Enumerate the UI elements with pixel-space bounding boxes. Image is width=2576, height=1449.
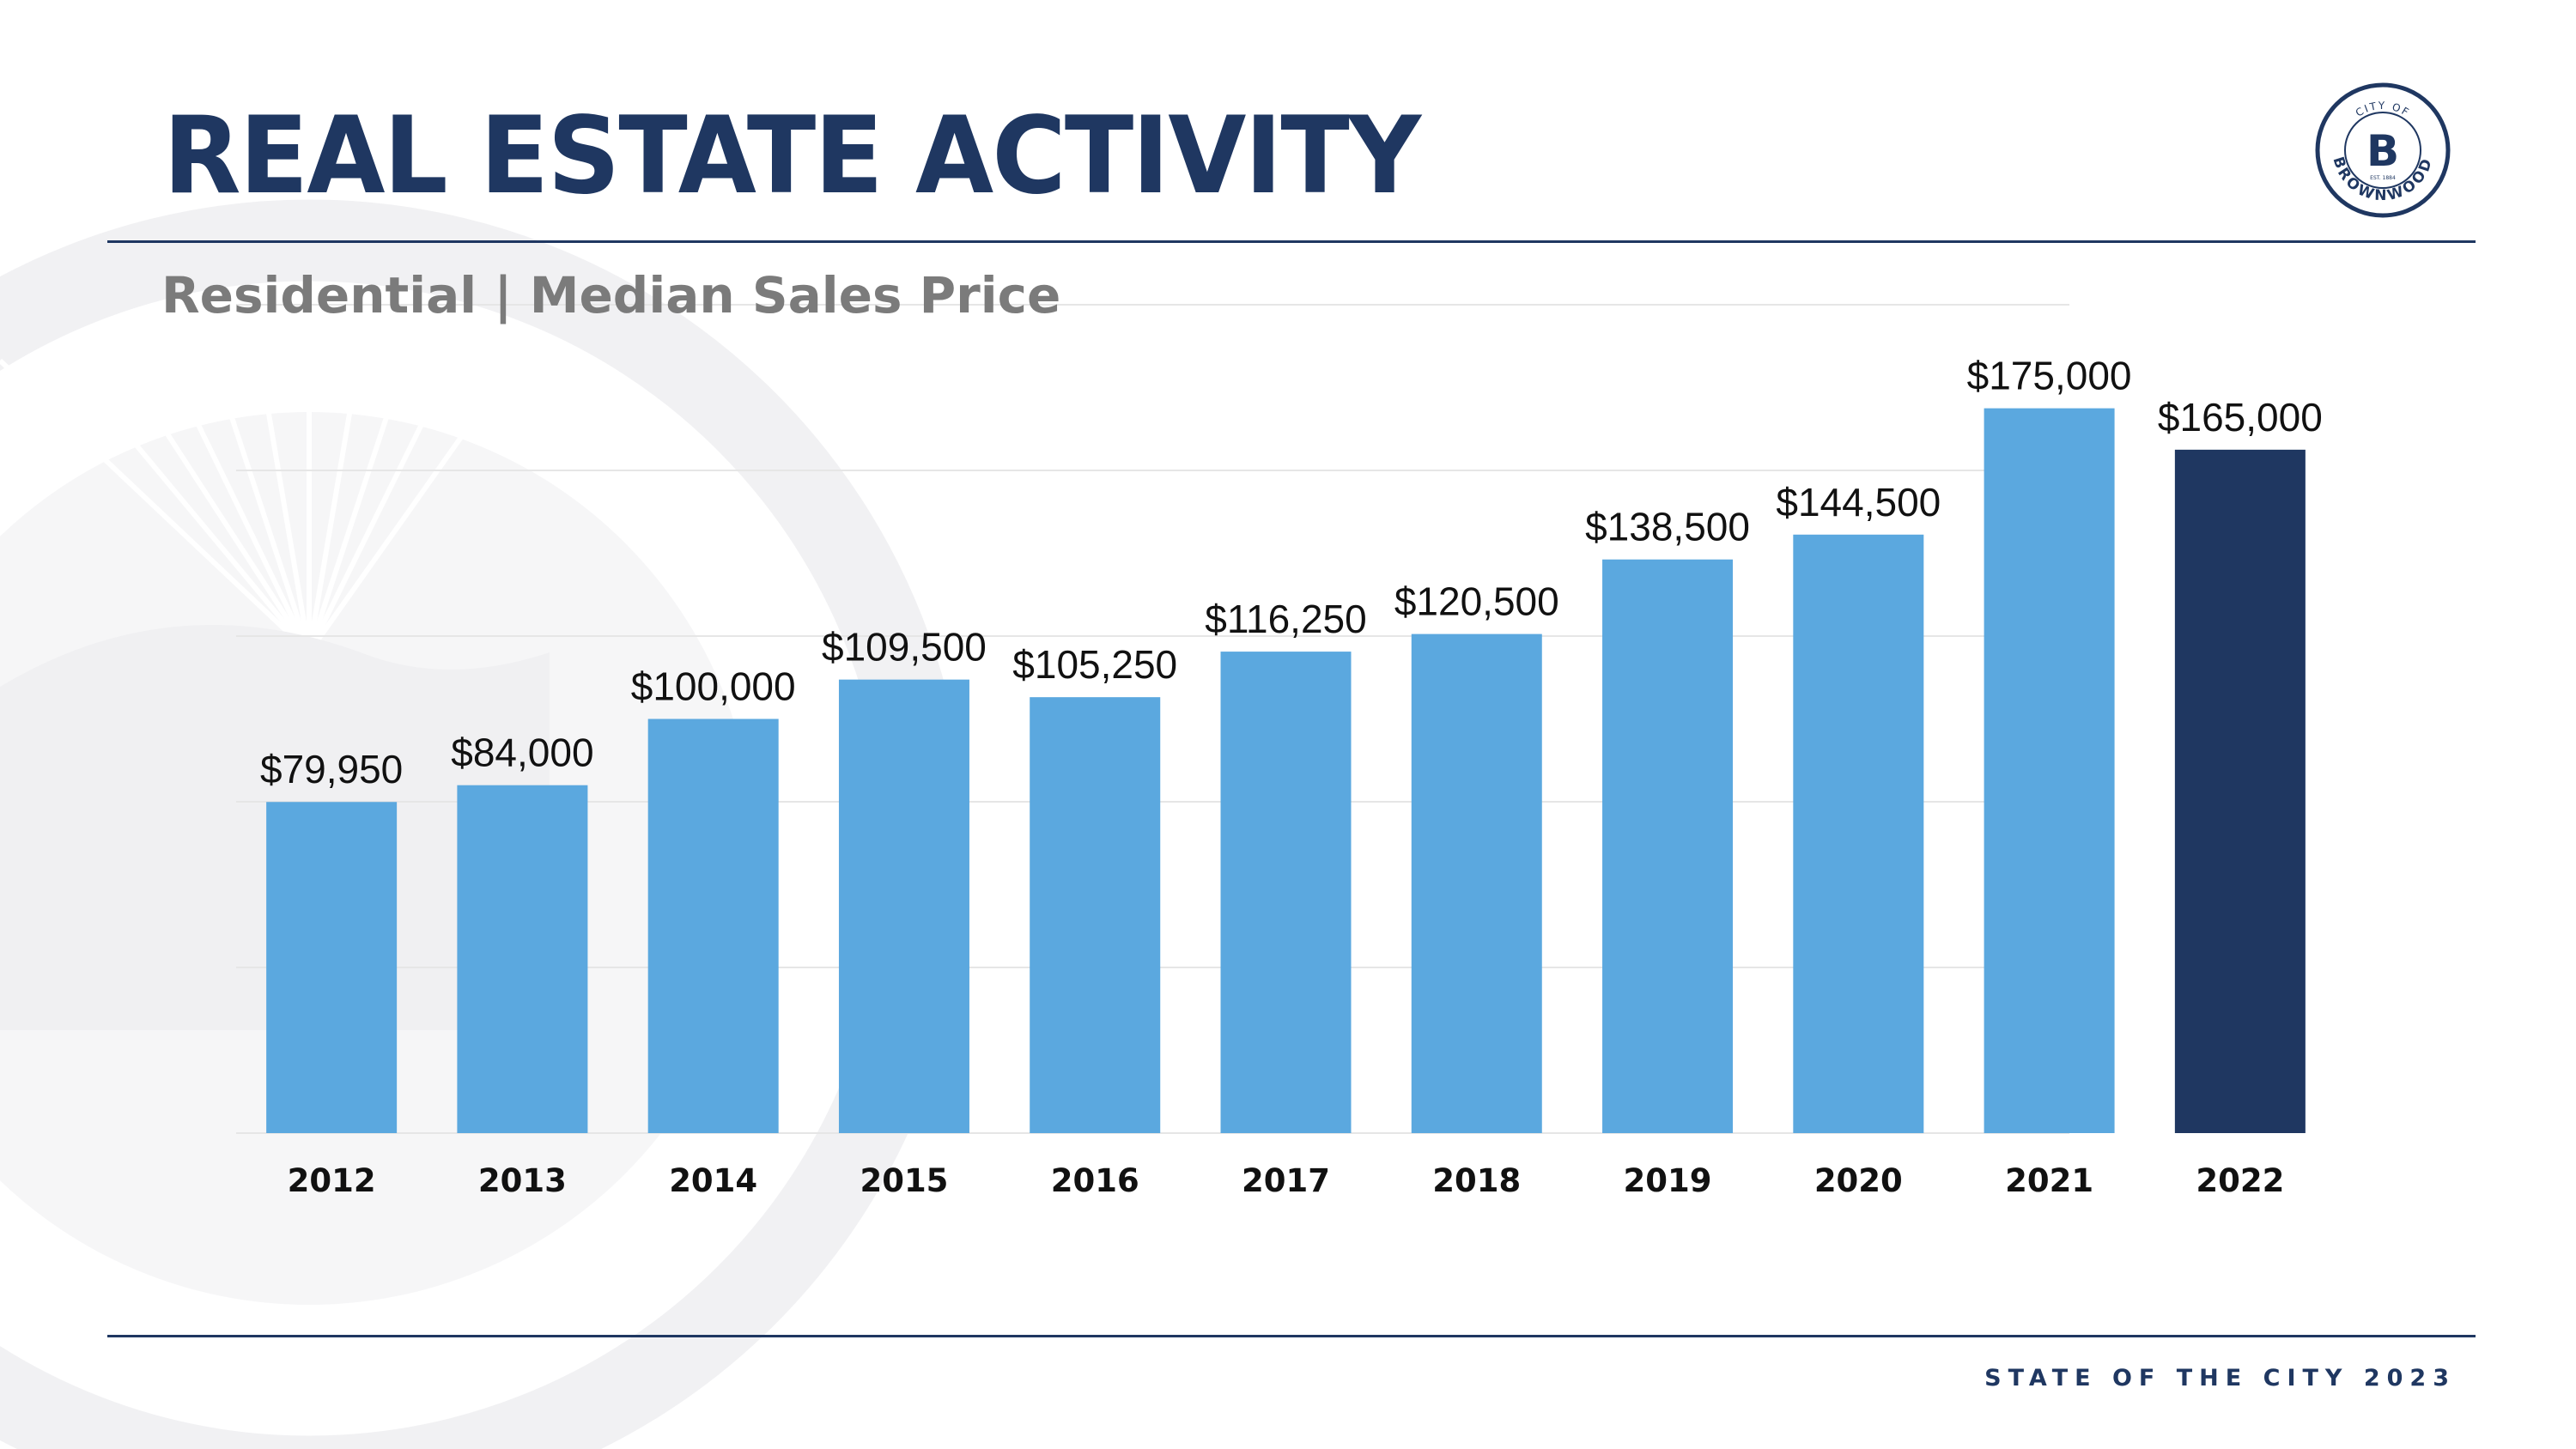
bar-2020 xyxy=(1793,534,1924,1133)
bar-2013 xyxy=(457,785,588,1133)
category-label-2020: 2020 xyxy=(1814,1162,1903,1199)
footer-text: STATE OF THE CITY 2023 xyxy=(1984,1365,2456,1391)
value-label-2021: $175,000 xyxy=(1967,354,2132,398)
bars xyxy=(266,408,2306,1133)
category-label-2021: 2021 xyxy=(2005,1162,2093,1199)
bar-2014 xyxy=(647,718,779,1133)
value-label-2015: $109,500 xyxy=(822,625,987,670)
bar-2018 xyxy=(1411,634,1542,1133)
category-label-2014: 2014 xyxy=(669,1162,757,1199)
value-label-2016: $105,250 xyxy=(1012,642,1177,687)
value-label-2017: $116,250 xyxy=(1205,597,1366,641)
footer-divider xyxy=(107,1335,2476,1337)
value-label-2012: $79,950 xyxy=(260,747,403,791)
category-label-2016: 2016 xyxy=(1051,1162,1139,1199)
chart-subtitle: Residential | Median Sales Price xyxy=(161,266,1061,324)
category-label-2022: 2022 xyxy=(2196,1162,2284,1199)
category-labels: 2012 2013 2014 2015 2016 2017 2018 2019 2020 2021… xyxy=(288,1162,2285,1199)
bar-2019 xyxy=(1602,559,1734,1133)
header-divider xyxy=(107,240,2476,243)
category-label-2015: 2015 xyxy=(860,1162,948,1199)
bar-2021 xyxy=(1984,408,2115,1133)
bar-2016 xyxy=(1030,697,1161,1133)
bar-2012 xyxy=(266,802,398,1133)
logo-est-text: EST. 1884 xyxy=(2370,175,2396,181)
category-label-2017: 2017 xyxy=(1242,1162,1330,1199)
bar-2022 xyxy=(2174,449,2306,1133)
city-logo: CITY OF BROWNWOOD B EST. 1884 xyxy=(2315,82,2451,218)
value-label-2013: $84,000 xyxy=(451,731,593,775)
category-label-2019: 2019 xyxy=(1624,1162,1712,1199)
value-label-2020: $144,500 xyxy=(1776,480,1941,524)
value-label-2014: $100,000 xyxy=(631,664,796,709)
value-label-2022: $165,000 xyxy=(2158,395,2323,440)
category-label-2018: 2018 xyxy=(1432,1162,1521,1199)
bar-2017 xyxy=(1220,652,1352,1133)
page-title: REAL ESTATE ACTIVITY xyxy=(163,94,1421,218)
value-label-2018: $120,500 xyxy=(1394,579,1559,624)
value-label-2019: $138,500 xyxy=(1585,505,1750,549)
category-label-2013: 2013 xyxy=(478,1162,567,1199)
category-label-2012: 2012 xyxy=(288,1162,376,1199)
bar-2015 xyxy=(838,679,969,1133)
logo-letter: B xyxy=(2366,126,2399,176)
value-labels: $79,950 $84,000 $100,000 $109,500 $105,250 $1… xyxy=(260,354,2323,792)
